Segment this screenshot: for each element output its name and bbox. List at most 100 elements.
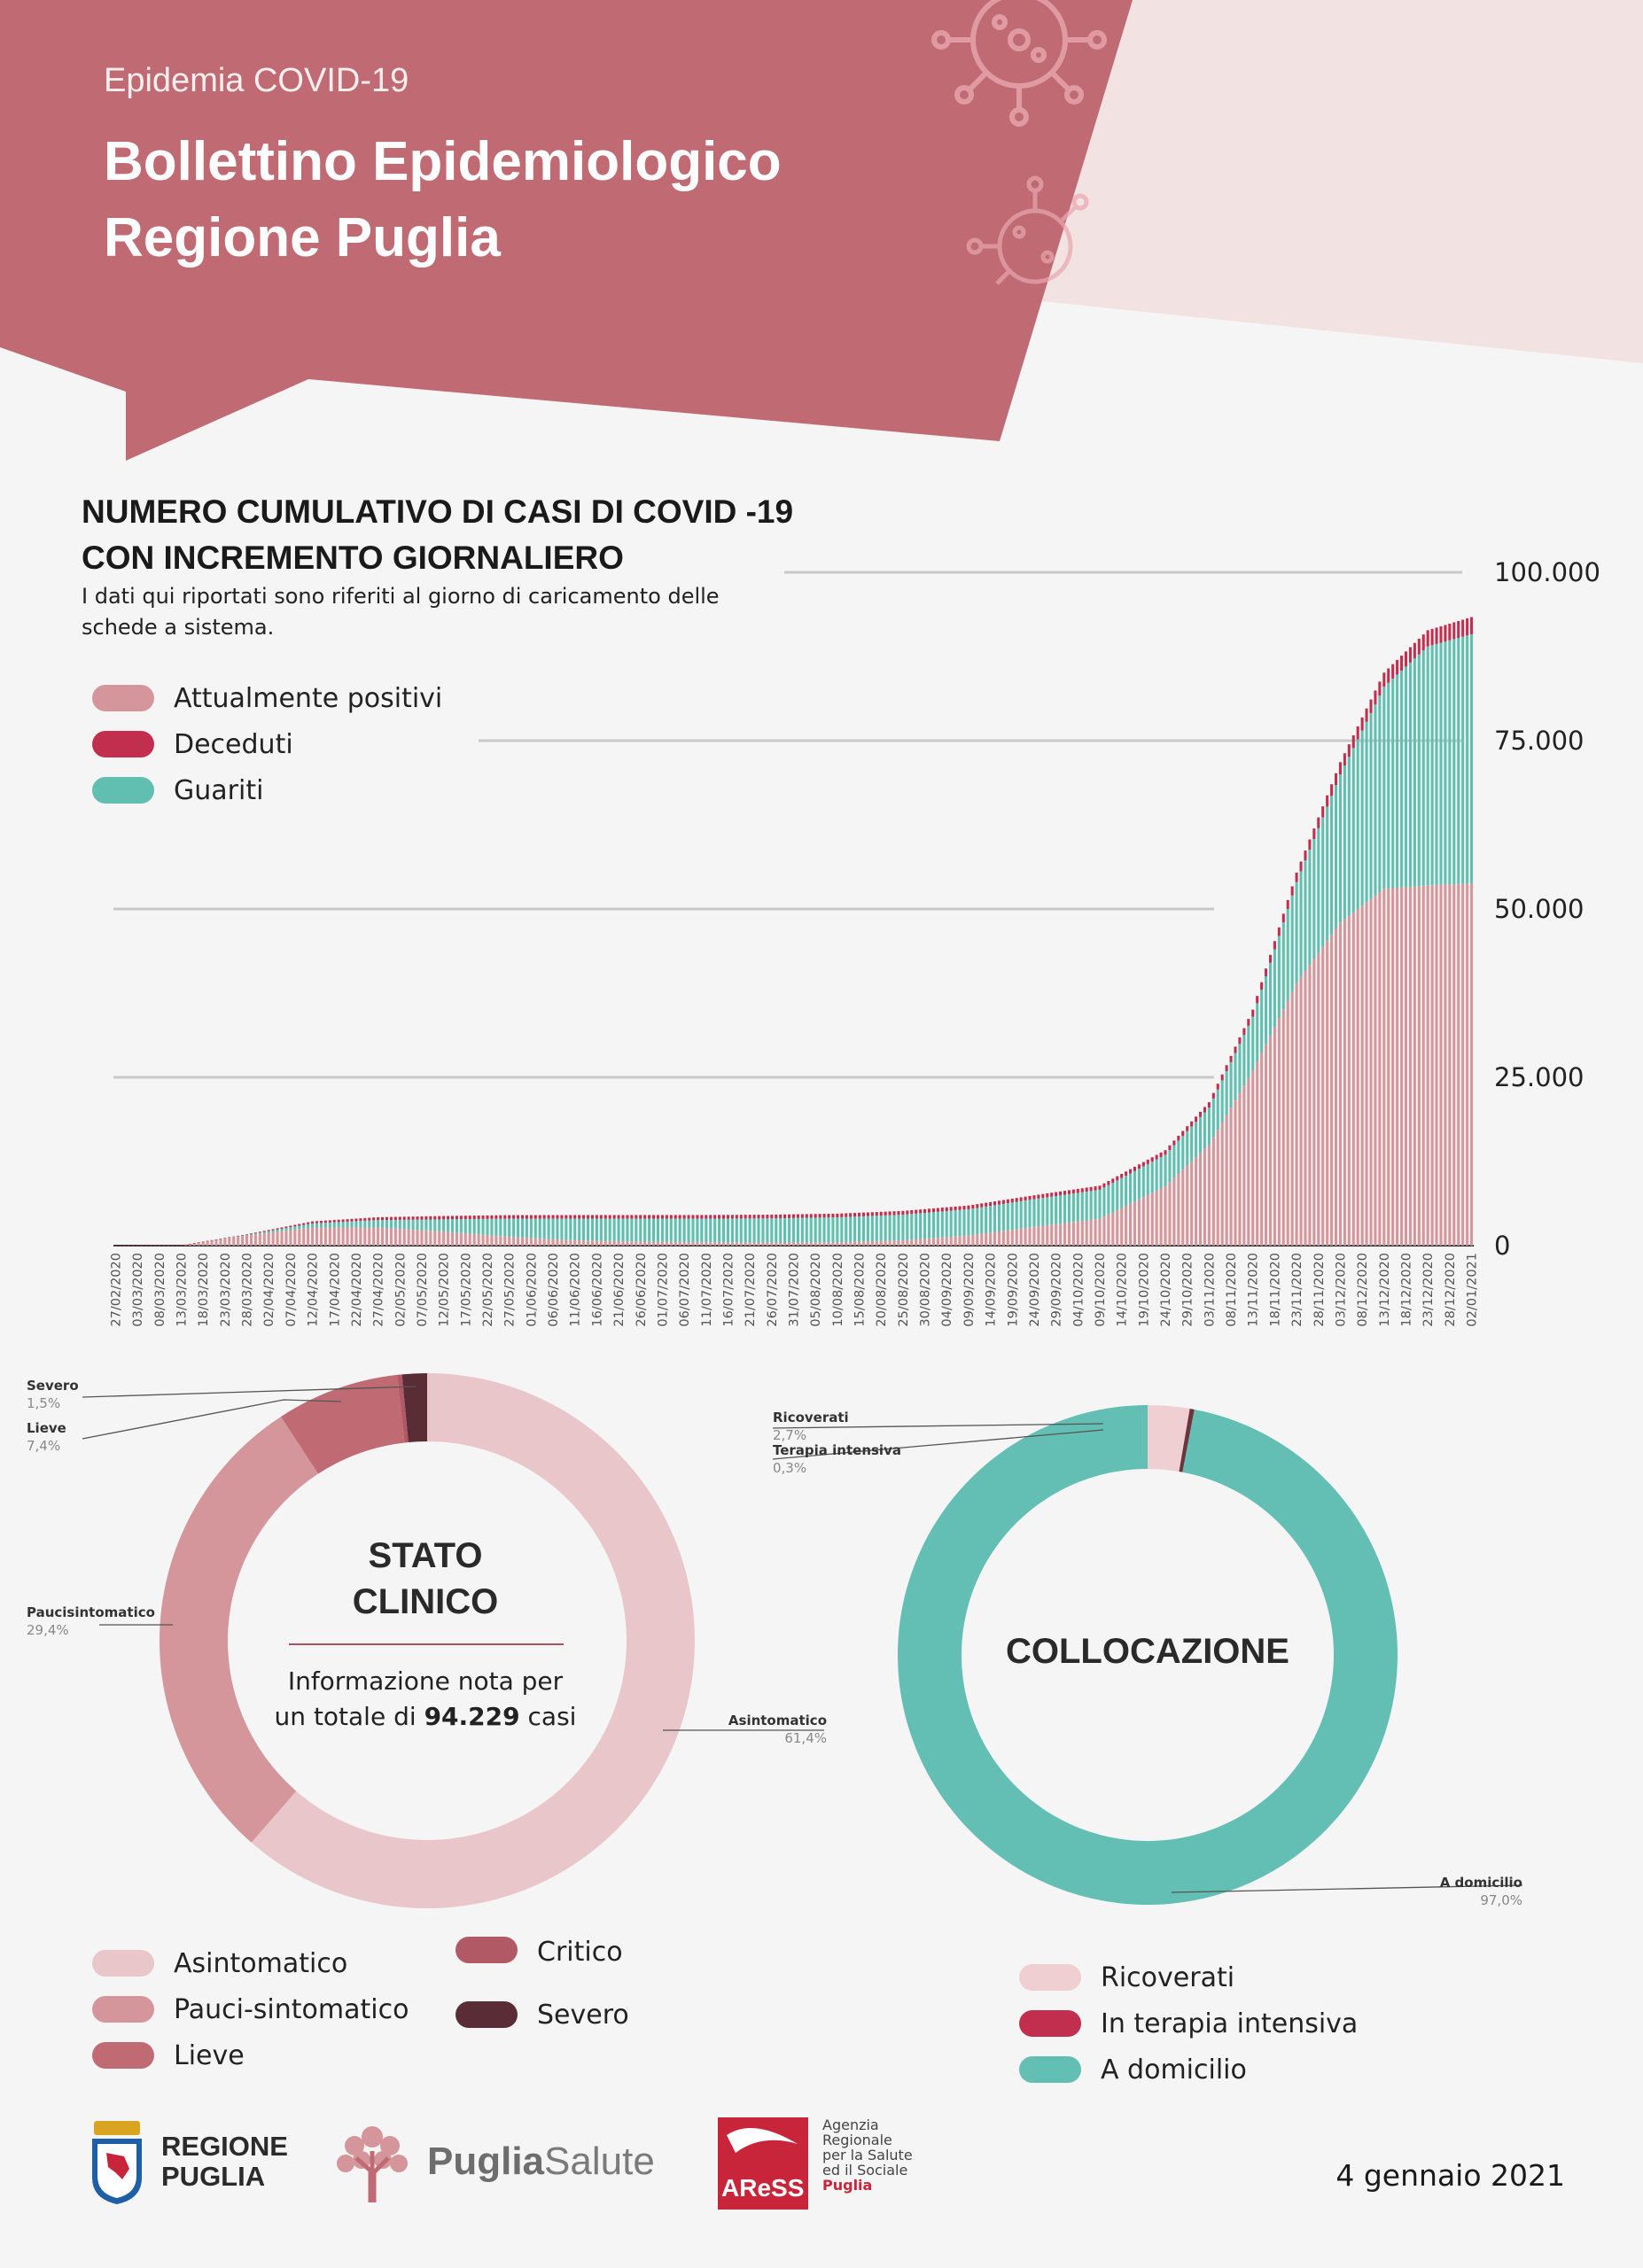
bar-guariti: [258, 1232, 261, 1234]
bar-guariti: [1141, 1166, 1145, 1198]
bar-positivi: [1107, 1214, 1110, 1246]
legend-swatch: [92, 2042, 154, 2069]
bar-deceduti: [910, 1210, 914, 1215]
x-tick-label: 13/11/2020: [1247, 1253, 1261, 1327]
bar-deceduti: [1094, 1186, 1097, 1191]
bar-deceduti: [1439, 625, 1443, 643]
bar-guariti: [1195, 1122, 1198, 1158]
bar-guariti: [1102, 1187, 1106, 1217]
y-tick-label: 100.000: [1494, 557, 1600, 587]
bar-positivi: [805, 1242, 808, 1246]
bar-positivi: [1116, 1209, 1119, 1246]
bar-deceduti: [1238, 1037, 1242, 1045]
stato-title-line-2: CLINICO: [352, 1582, 499, 1621]
bar-deceduti: [468, 1216, 471, 1220]
legend-item: Critico: [456, 1937, 629, 1983]
bar-deceduti: [372, 1217, 376, 1221]
bar-guariti: [354, 1221, 358, 1228]
label-severo: Severo 1,5%: [27, 1377, 79, 1412]
bar-deceduti: [525, 1215, 528, 1219]
bar-deceduti: [1089, 1186, 1093, 1192]
bar-guariti: [1439, 642, 1443, 885]
x-tick-label: 04/10/2020: [1071, 1253, 1086, 1327]
x-tick-label: 29/10/2020: [1181, 1253, 1195, 1327]
bar-deceduti: [989, 1201, 993, 1207]
x-tick-label: 31/07/2020: [788, 1253, 802, 1327]
bar-guariti: [840, 1216, 844, 1243]
bar-deceduti: [949, 1207, 953, 1211]
bar-positivi: [486, 1235, 489, 1246]
bar-guariti: [1220, 1080, 1224, 1122]
bar-positivi: [691, 1242, 695, 1246]
bar-deceduti: [1125, 1171, 1128, 1177]
legend-label: Asintomatico: [174, 1947, 348, 1979]
bar-positivi: [1229, 1107, 1233, 1246]
bar-positivi: [1391, 888, 1395, 1246]
bar-guariti: [1295, 882, 1298, 983]
aress-mark: AReSS: [718, 2117, 808, 2210]
bar-deceduti: [402, 1216, 406, 1220]
bar-guariti: [332, 1222, 336, 1228]
bar-positivi: [385, 1228, 389, 1246]
bar-positivi: [1365, 902, 1368, 1246]
bar-positivi: [1374, 895, 1377, 1246]
bar-deceduti: [175, 1245, 179, 1247]
bar-positivi: [626, 1241, 629, 1246]
bar-deceduti: [1251, 1009, 1255, 1017]
bar-guariti: [1421, 650, 1425, 886]
bar-guariti: [796, 1217, 799, 1243]
bar-deceduti: [368, 1217, 371, 1221]
bar-guariti: [1334, 785, 1338, 929]
bar-deceduti: [1032, 1195, 1036, 1200]
bar-positivi: [192, 1243, 196, 1246]
x-tick-label: 15/08/2020: [853, 1253, 868, 1327]
bar-guariti: [481, 1218, 485, 1235]
label-lieve-name: Lieve: [27, 1420, 66, 1436]
bar-guariti: [307, 1223, 310, 1229]
bar-deceduti: [551, 1215, 555, 1219]
legend-item: Asintomatico: [92, 1940, 409, 1986]
bar-deceduti: [1107, 1181, 1110, 1185]
bar-positivi: [315, 1227, 319, 1246]
bar-positivi: [1220, 1122, 1224, 1246]
bar-guariti: [262, 1231, 266, 1234]
bar-deceduti: [971, 1204, 975, 1209]
bar-positivi: [1164, 1186, 1167, 1246]
bar-guariti: [936, 1211, 939, 1239]
bar-deceduti: [438, 1216, 441, 1220]
bar-positivi: [643, 1241, 647, 1246]
bar-positivi: [468, 1233, 471, 1246]
bar-deceduti: [1387, 668, 1390, 683]
bar-positivi: [512, 1237, 516, 1246]
bar-positivi: [341, 1227, 345, 1246]
stato-clinico-title: STATO CLINICO: [248, 1533, 603, 1625]
bar-deceduti: [822, 1214, 826, 1218]
label-paucisintomatico: Paucisintomatico 29,4%: [27, 1604, 155, 1639]
bar-deceduti: [730, 1215, 734, 1219]
bar-deceduti: [354, 1218, 358, 1222]
aress-short: AReSS: [721, 2174, 805, 2202]
bar-positivi: [800, 1242, 804, 1246]
bar-deceduti: [499, 1215, 502, 1219]
bar-guariti: [586, 1218, 590, 1241]
bar-guariti: [372, 1220, 376, 1228]
bar-positivi: [1141, 1197, 1145, 1246]
bar-guariti: [228, 1237, 231, 1239]
bar-guariti: [674, 1218, 677, 1242]
bar-deceduti: [162, 1245, 166, 1247]
bar-positivi: [1125, 1206, 1128, 1246]
bar-guariti: [1452, 639, 1456, 885]
x-tick-label: 18/12/2020: [1399, 1253, 1413, 1327]
bar-deceduti: [1413, 642, 1416, 659]
bar-deceduti: [1102, 1183, 1106, 1188]
bar-guariti: [508, 1218, 511, 1238]
bar-deceduti: [696, 1215, 699, 1219]
legend-item: Pauci-sintomatico: [92, 1986, 409, 2032]
bar-positivi: [1120, 1208, 1124, 1246]
bar-guariti: [525, 1218, 528, 1239]
bar-guariti: [1190, 1126, 1194, 1161]
label-asinto-name: Asintomatico: [728, 1713, 827, 1728]
legend-label: Critico: [537, 1937, 623, 1968]
bar-guariti: [1382, 687, 1386, 889]
bar-deceduti: [1146, 1159, 1149, 1164]
